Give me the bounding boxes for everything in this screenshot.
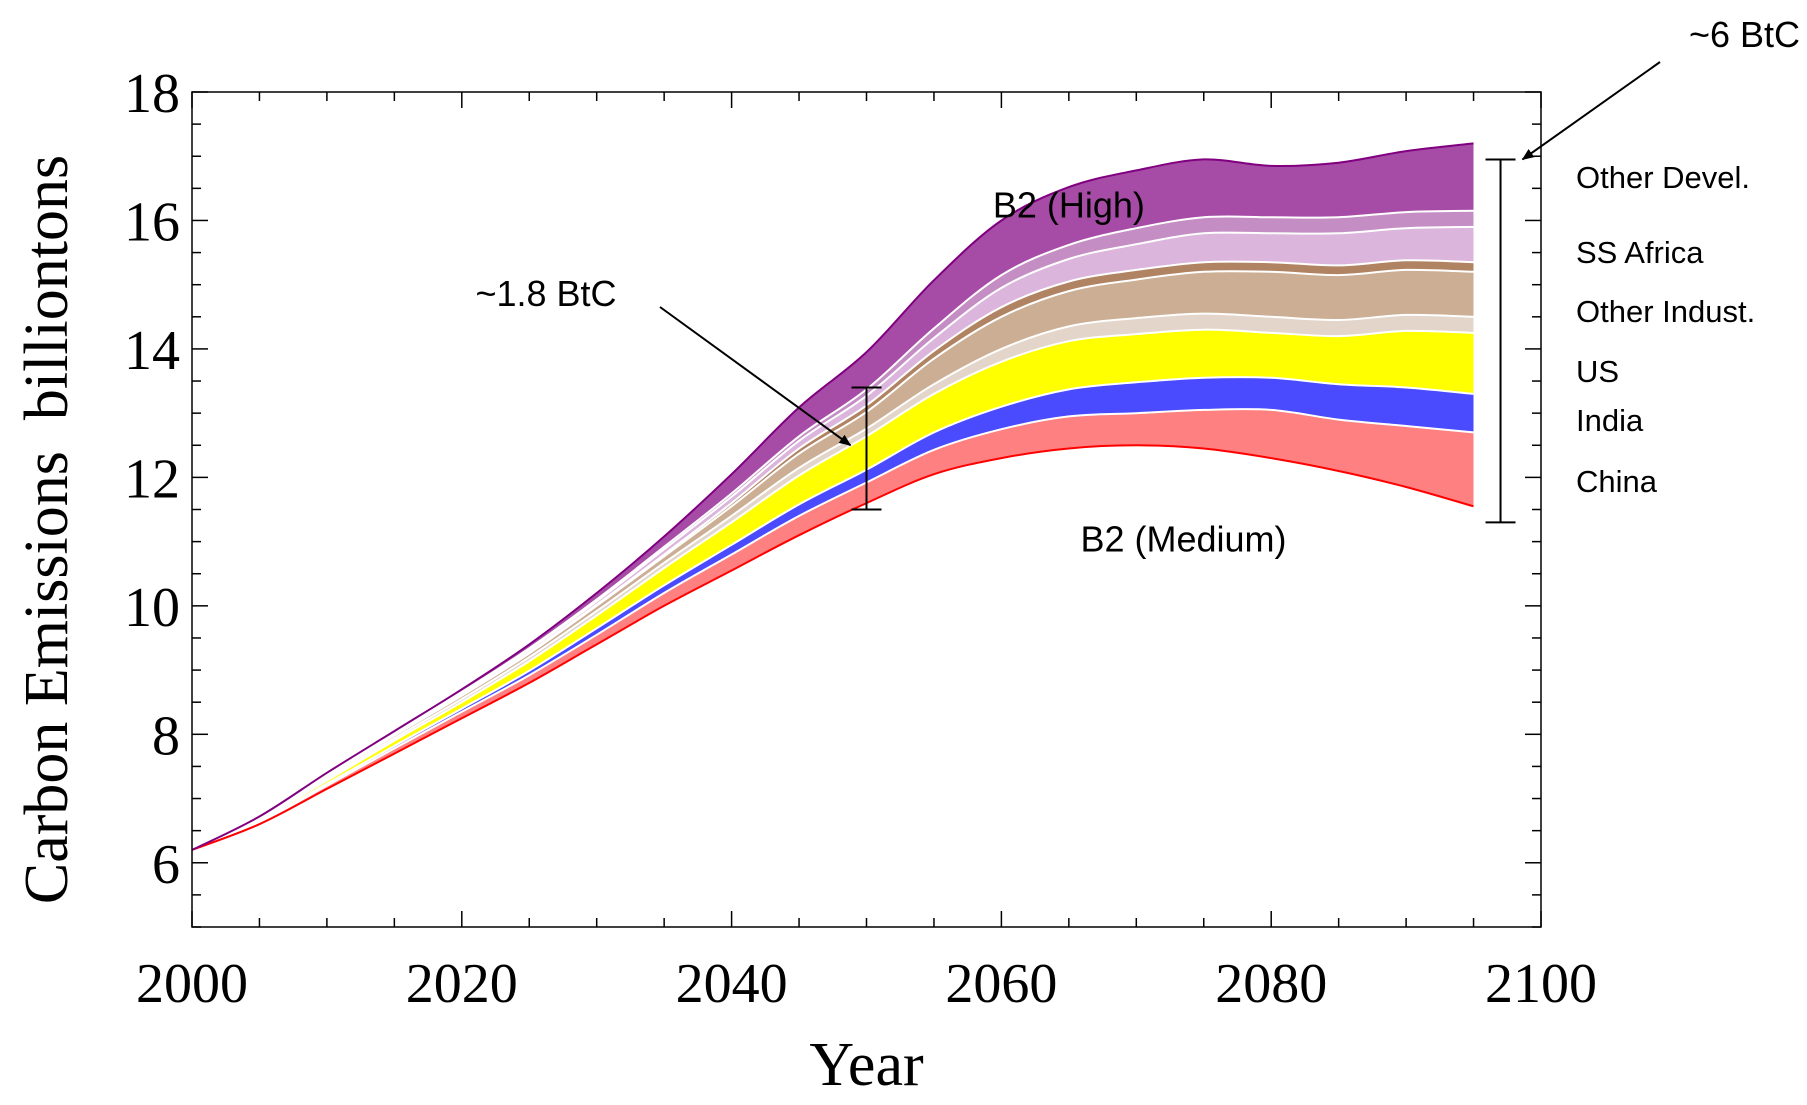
separator-line — [191, 312, 1474, 851]
b2-medium-label: B2 (Medium) — [1080, 518, 1286, 559]
y-tick-label: 16 — [124, 191, 180, 253]
separator-line — [191, 328, 1474, 851]
area-us — [192, 329, 1474, 850]
arrow-6-btc — [1521, 61, 1661, 161]
x-tick-label: 2060 — [945, 953, 1057, 1015]
y-tick-label: 10 — [124, 577, 180, 639]
y-tick-label: 18 — [124, 63, 180, 125]
legend-other-devel: Other Devel. — [1576, 160, 1750, 195]
y-axis-title: Carbon Emissions billiontons — [13, 155, 81, 904]
annotations: ~1.8 BtC ~6 BtC — [475, 14, 1800, 524]
separator-line — [191, 408, 1474, 851]
legend-ss-africa: SS Africa — [1576, 235, 1704, 270]
area-other-devel- — [192, 143, 1474, 850]
top-line — [191, 142, 1474, 851]
b2-high-label: B2 (High) — [993, 184, 1145, 225]
y-axis: 6 8 10 12 14 16 18 — [124, 63, 1541, 928]
separator-line — [191, 209, 1474, 851]
x-tick-label: 2000 — [136, 953, 248, 1015]
series-lines — [191, 142, 1474, 851]
y-tick-label: 14 — [124, 320, 180, 382]
legend: Other Devel. SS Africa Other Indust. US … — [1576, 160, 1755, 499]
legend-china: China — [1576, 464, 1658, 499]
x-tick-label: 2100 — [1485, 953, 1597, 1015]
legend-other-indust: Other Indust. — [1576, 294, 1755, 329]
x-tick-label: 2040 — [676, 953, 788, 1015]
legend-india: India — [1576, 403, 1644, 438]
x-tick-label: 2020 — [406, 953, 518, 1015]
y-tick-label: 6 — [152, 834, 180, 896]
y-tick-label: 8 — [152, 705, 180, 767]
legend-us: US — [1576, 354, 1619, 389]
separator-line — [191, 376, 1474, 851]
stacked-areas — [192, 143, 1474, 850]
annotation-1-8-btc: ~1.8 BtC — [475, 273, 616, 314]
annotation-6-btc: ~6 BtC — [1689, 14, 1800, 55]
x-axis-title: Year — [809, 1031, 924, 1099]
arrow-1-8-btc — [659, 306, 852, 447]
y-tick-label: 12 — [124, 448, 180, 510]
x-tick-label: 2080 — [1215, 953, 1327, 1015]
baseline-line — [191, 444, 1474, 851]
separator-line — [191, 259, 1474, 851]
area-china — [192, 409, 1474, 850]
x-axis: 2000 2020 2040 2060 2080 2100 — [136, 92, 1597, 1015]
